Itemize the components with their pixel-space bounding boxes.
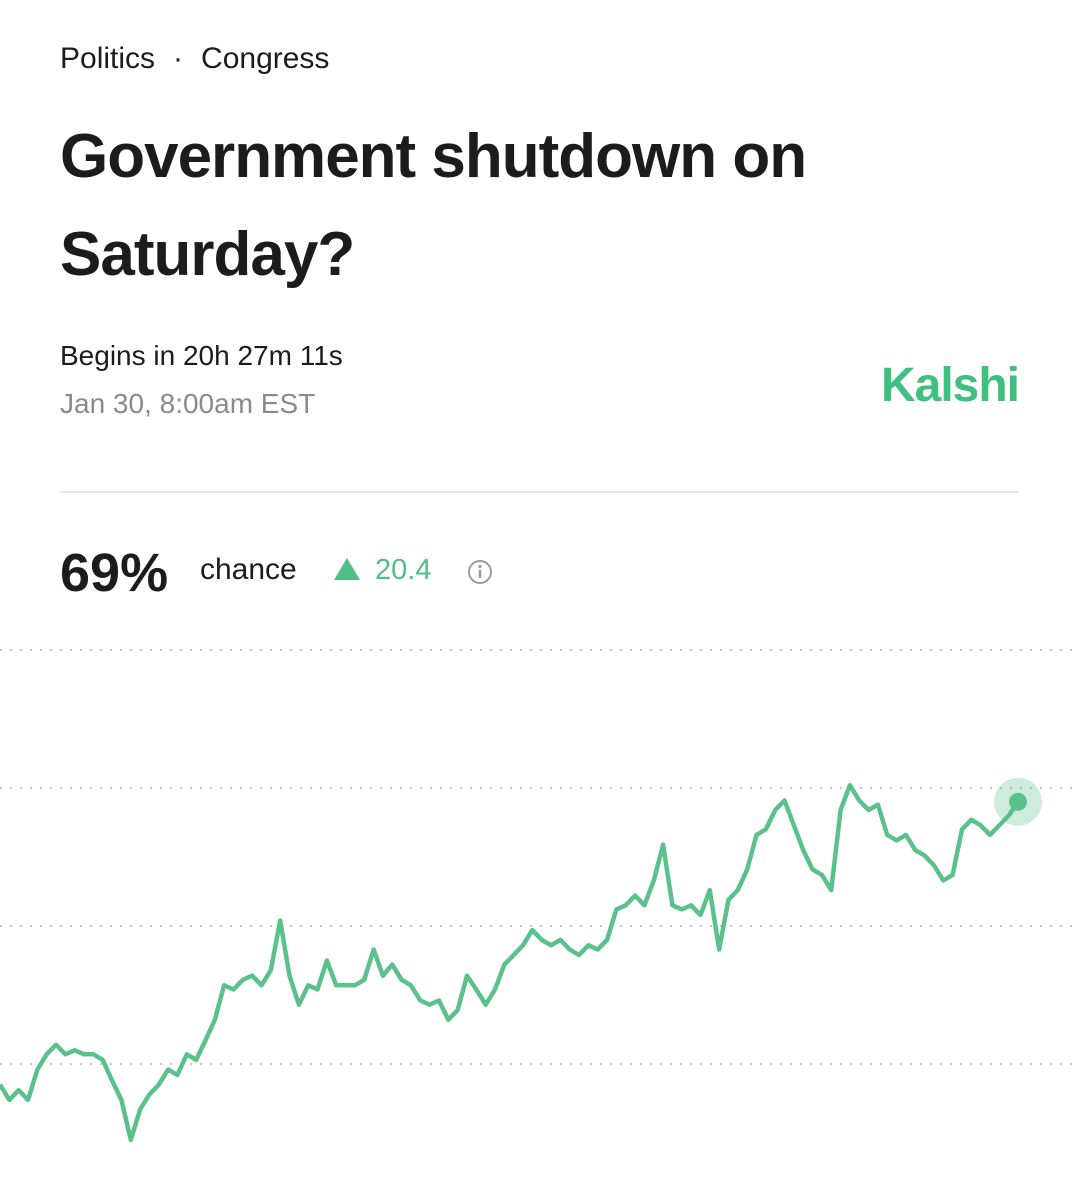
countdown: Begins in 20h 27m 11s xyxy=(60,340,343,371)
separator: · xyxy=(173,42,184,75)
last-point xyxy=(1009,792,1027,811)
probability-label: chance xyxy=(200,553,297,586)
category[interactable]: Politics xyxy=(60,42,156,75)
info-icon[interactable] xyxy=(467,559,493,585)
brand[interactable]: Kalshi xyxy=(880,359,1020,412)
probability: 69% xyxy=(60,543,169,603)
breadcrumb: Politics · Congress xyxy=(60,42,347,76)
up-arrow xyxy=(334,558,360,580)
chart xyxy=(0,649,1079,1143)
title: Government shutdown on Saturday? xyxy=(60,122,807,289)
divider xyxy=(60,491,1019,493)
date: Jan 30, 8:00am EST xyxy=(60,388,316,419)
change: 20.4 xyxy=(375,554,432,586)
price-line xyxy=(0,782,1020,1143)
subcategory[interactable]: Congress xyxy=(201,42,330,75)
